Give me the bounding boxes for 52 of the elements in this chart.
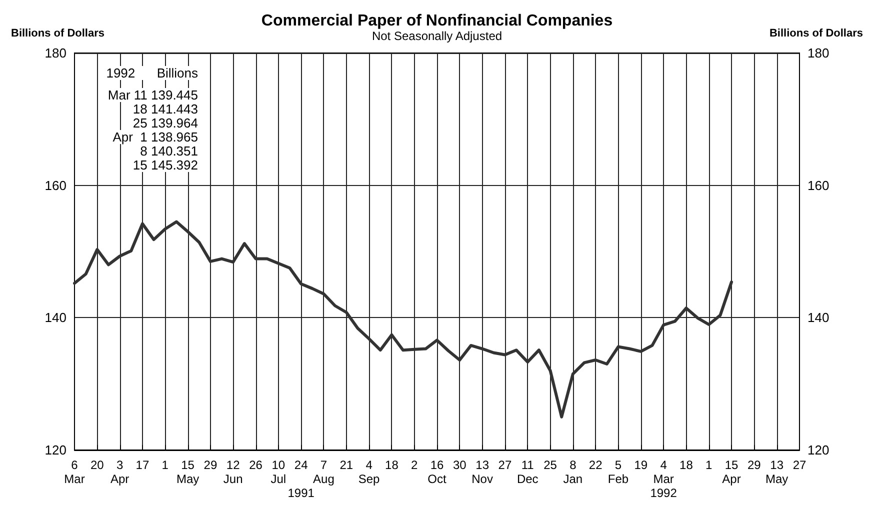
x-tick-label: 20 bbox=[90, 458, 104, 472]
x-tick-label: 4 Sep bbox=[358, 458, 380, 486]
annotation: Apr 1 138.965 bbox=[112, 130, 198, 144]
annotation: 8 140.351 bbox=[140, 144, 198, 158]
x-tick-label: 1 bbox=[162, 458, 169, 472]
x-tick-label: 30 bbox=[452, 458, 467, 472]
chart-title: Commercial Paper of Nonfinancial Companies bbox=[261, 12, 613, 30]
x-tick-label: 4 Mar 1992 bbox=[650, 458, 678, 500]
x-tick-label: 11 Dec bbox=[516, 458, 538, 486]
annotation: 25 139.964 bbox=[132, 116, 198, 130]
y2-tick-label: 180 bbox=[807, 46, 830, 60]
y-tick-label: 140 bbox=[44, 310, 67, 326]
x-tick-label: 6 Mar bbox=[64, 458, 85, 486]
y-tick-label: 180 bbox=[44, 46, 67, 60]
x-tick-label: 13 May bbox=[766, 458, 788, 486]
y2-tick-label: 160 bbox=[807, 178, 830, 193]
line-series bbox=[73, 220, 734, 418]
annotation: 1992 Billions bbox=[106, 66, 198, 80]
x-tick-label: 22 bbox=[588, 458, 603, 472]
x-tick-label: 18 bbox=[385, 458, 399, 472]
x-tick-label: 5 Feb bbox=[608, 458, 629, 486]
x-tick-label: 27 bbox=[792, 458, 806, 472]
x-tick-label: 15 May bbox=[176, 458, 200, 486]
x-tick-label: 27 bbox=[498, 458, 512, 472]
x-tick-label: 21 bbox=[340, 458, 354, 472]
x-tick-label: 12 Jun bbox=[223, 458, 243, 486]
x-tick-label: 15 Apr bbox=[722, 458, 741, 486]
x-tick-label: 17 bbox=[136, 458, 150, 472]
x-tick-label: 18 bbox=[680, 458, 694, 472]
x-tick-label: 26 bbox=[249, 458, 263, 472]
x-tick-label: 16 Oct bbox=[428, 458, 447, 486]
x-tick-label: 10 Jul bbox=[270, 458, 286, 486]
y-axis-title: Billions of Dollars bbox=[10, 28, 105, 40]
y2-tick-label: 140 bbox=[807, 310, 830, 326]
x-tick-label: 1 bbox=[706, 458, 713, 472]
annotation: 18 141.443 bbox=[132, 102, 198, 116]
y2-axis-title: Billions of Dollars bbox=[769, 28, 864, 40]
x-tick-label: 25 bbox=[544, 458, 558, 472]
chart-subtitle: Not Seasonally Adjusted bbox=[372, 29, 502, 43]
x-tick-label: 3 Apr bbox=[110, 458, 130, 486]
annotation: 15 145.392 bbox=[132, 158, 198, 172]
x-tick-label: 8 Jan bbox=[563, 458, 583, 486]
x-tick-label: 19 bbox=[634, 458, 648, 472]
x-tick-label: 29 bbox=[748, 458, 762, 472]
annotation: Mar 11 139.445 bbox=[108, 88, 198, 102]
y2-tick-label: 120 bbox=[807, 442, 830, 458]
x-tick-label: 2 bbox=[411, 458, 418, 472]
x-tick-label: 29 bbox=[204, 458, 218, 472]
y-tick-label: 120 bbox=[44, 442, 67, 458]
x-tick-label: 7 Aug bbox=[313, 458, 334, 486]
y-tick-label: 160 bbox=[44, 178, 67, 193]
x-tick-label: 13 Nov bbox=[472, 458, 493, 486]
